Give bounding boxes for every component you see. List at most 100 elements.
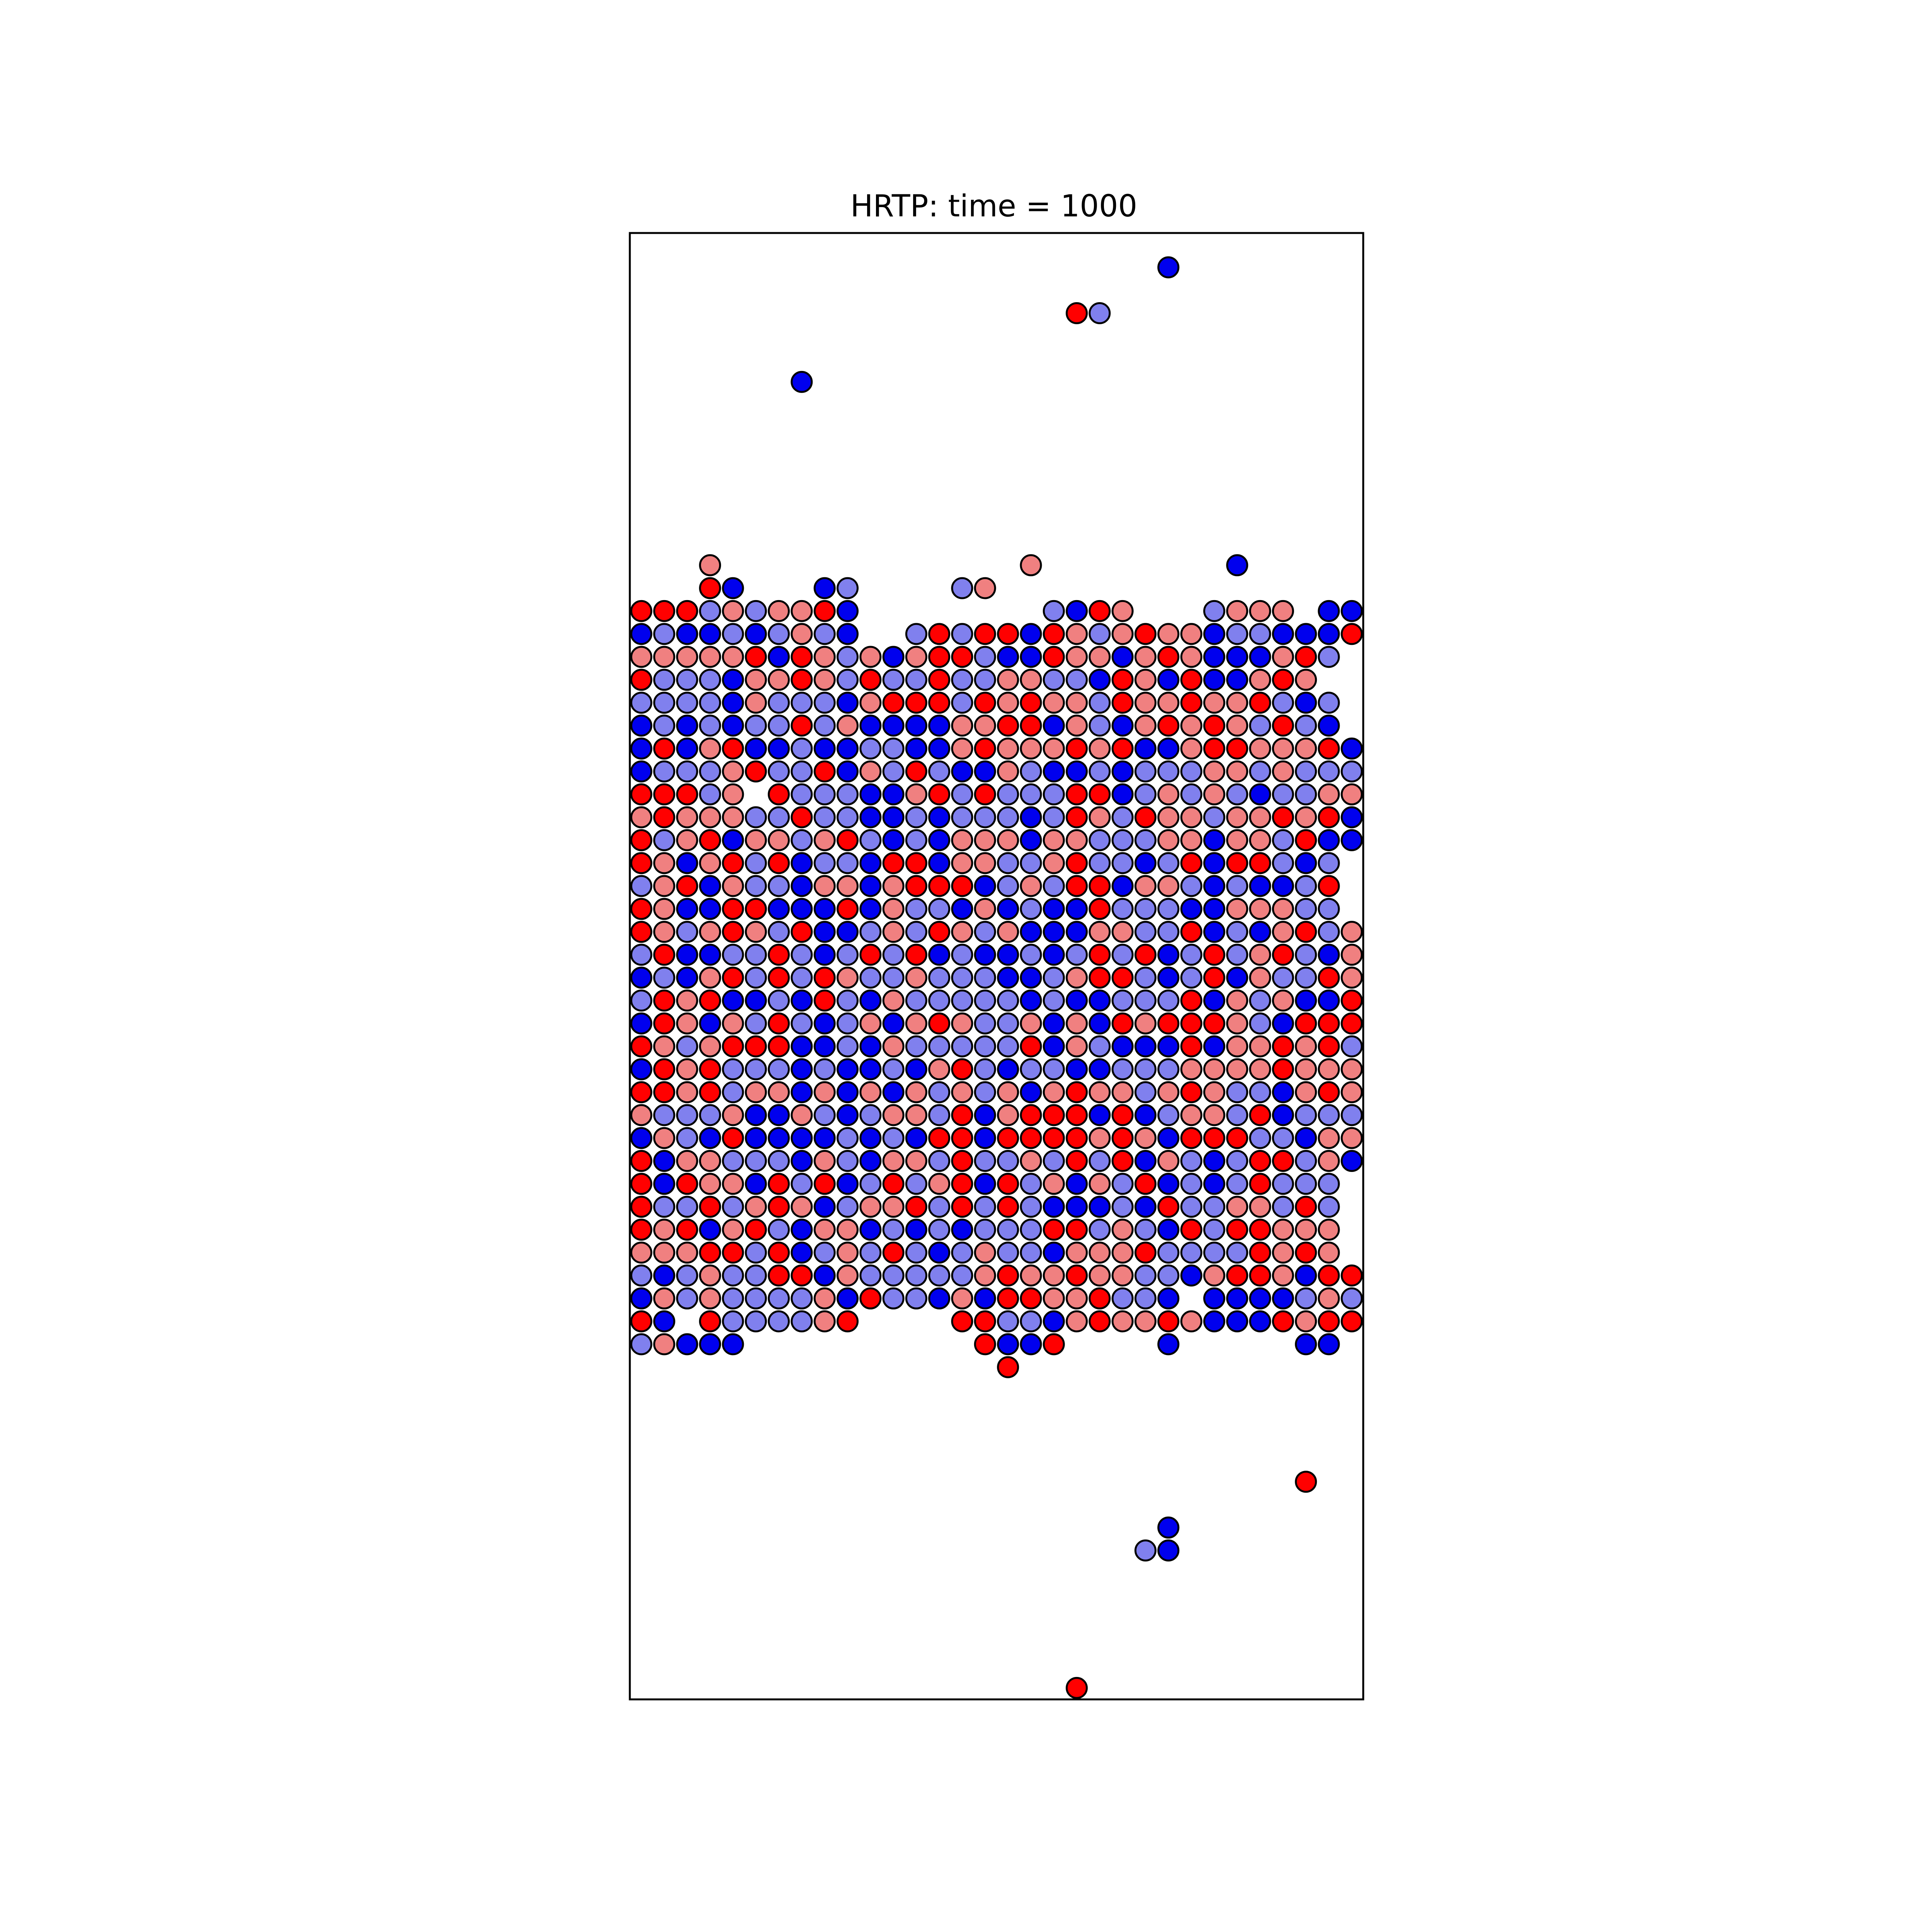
particle-light-blue-711 [1318, 1104, 1340, 1126]
particle-light-red-904 [699, 1264, 721, 1287]
particle-light-red-762 [1020, 1150, 1042, 1172]
particle-light-blue-944 [882, 1287, 905, 1310]
particle-light-blue-150 [813, 714, 836, 737]
particle-red-485 [1272, 944, 1294, 966]
particle-light-red-13 [1111, 600, 1134, 622]
particle-light-blue-676 [1249, 1081, 1271, 1104]
particle-red-375 [905, 875, 927, 897]
particle-red-463 [768, 944, 790, 966]
particle-light-blue-537 [997, 989, 1019, 1012]
particle-light-blue-945 [905, 1287, 927, 1310]
particle-light-blue-807 [1318, 1173, 1340, 1195]
particle-blue-384 [1111, 875, 1134, 897]
particle-light-red-428 [699, 921, 721, 943]
particle-light-blue-5 [745, 600, 767, 622]
particle-light-red-952 [1066, 1287, 1088, 1310]
particle-light-red-879 [837, 1242, 859, 1264]
particle-light-blue-507 [1043, 966, 1065, 989]
particle-red-973 [951, 1310, 973, 1333]
particle-blue-173 [630, 737, 653, 760]
particle-blue-342 [859, 852, 882, 874]
particle-red-287 [1066, 806, 1088, 828]
particle-blue-345 [928, 852, 951, 874]
particle-red-764 [1066, 1150, 1088, 1172]
particle-light-red-992 [653, 1333, 675, 1355]
particle-light-blue-963 [1340, 1287, 1363, 1310]
particle-light-red-922 [1111, 1264, 1134, 1287]
particle-red-40 [1134, 623, 1156, 645]
particle-light-blue-218 [928, 760, 951, 782]
particle-light-red-51 [653, 646, 675, 668]
particle-light-blue-751 [768, 1150, 790, 1172]
particle-blue-450 [1203, 921, 1225, 943]
particle-light-red-233 [1272, 760, 1294, 782]
particle-blue-792 [974, 1173, 996, 1195]
particle-light-red-860 [1111, 1218, 1134, 1241]
particle-light-red-492 [699, 966, 721, 989]
particle-light-blue-349 [1020, 852, 1042, 874]
particle-red-403 [837, 898, 859, 920]
particle-blue-195 [1134, 737, 1156, 760]
particle-blue-311 [882, 829, 905, 851]
particle-light-blue-96 [974, 668, 996, 691]
particle-light-blue-765 [1088, 1150, 1111, 1172]
particle-red-336 [722, 852, 744, 874]
particle-red-738 [1203, 1127, 1225, 1149]
particle-light-blue-26 [768, 623, 790, 645]
particle-blue-636 [1066, 1058, 1088, 1080]
particle-light-blue-59 [837, 646, 859, 668]
particle-blue-263 [1249, 783, 1271, 806]
particle-light-red-714 [653, 1127, 675, 1149]
particle-light-blue-852 [928, 1218, 951, 1241]
particle-blue-153 [882, 714, 905, 737]
particle-blue-528 [791, 989, 813, 1012]
particle-light-red-988 [1295, 1310, 1317, 1333]
particle-light-red-648 [1340, 1058, 1363, 1080]
particle-light-red-333 [653, 852, 675, 874]
particle-blue-505 [997, 966, 1019, 989]
particle-light-blue-558 [745, 1012, 767, 1035]
particle-light-red-318 [1043, 829, 1065, 851]
particle-light-blue-416 [1134, 898, 1156, 920]
particle-light-red-674 [1203, 1081, 1225, 1104]
particle-red-734 [1111, 1127, 1134, 1149]
particle-blue-701 [1088, 1104, 1111, 1126]
particle-red-932 [1340, 1264, 1363, 1287]
particle-red-837 [1295, 1196, 1317, 1218]
particle-light-blue-758 [928, 1150, 951, 1172]
particle-blue-624 [791, 1058, 813, 1080]
particle-red-8 [813, 600, 836, 622]
particle-light-red-445 [1088, 921, 1111, 943]
particle-light-blue-503 [951, 966, 973, 989]
particle-red-1 [653, 600, 675, 622]
particle-red-989 [1318, 1310, 1340, 1333]
particle-light-blue-969 [768, 1310, 790, 1333]
particle-red-793 [997, 1173, 1019, 1195]
particle-blue-22 [676, 623, 698, 645]
particle-light-red-847 [813, 1218, 836, 1241]
particle-light-red-259 [1157, 783, 1180, 806]
particle-blue-278 [859, 806, 882, 828]
particle-light-red-17 [1272, 600, 1294, 622]
particle-red-275 [791, 806, 813, 828]
particle-blue-220 [974, 760, 996, 782]
particle-blue-247 [882, 783, 905, 806]
particle-red-132 [1111, 692, 1134, 714]
particle-blue-325 [1203, 829, 1225, 851]
particle-light-blue-254 [1043, 783, 1065, 806]
particle-blue-776 [1340, 1150, 1363, 1172]
particle-red-552 [1340, 989, 1363, 1012]
particle-light-blue-940 [791, 1287, 813, 1310]
particle-light-red-951 [1043, 1287, 1065, 1310]
particle-red-731 [1043, 1127, 1065, 1149]
particle-blue-20 [630, 623, 653, 645]
particle-light-red-52 [676, 646, 698, 668]
particle-blue-946 [928, 1287, 951, 1310]
particle-light-red-306 [768, 829, 790, 851]
particle-light-red-753 [813, 1150, 836, 1172]
particle-blue-452 [1249, 921, 1271, 943]
particle-light-blue-417 [1157, 898, 1180, 920]
particle-light-blue-810 [676, 1196, 698, 1218]
particle-light-red-508 [1066, 966, 1088, 989]
particle-red-729 [997, 1127, 1019, 1149]
